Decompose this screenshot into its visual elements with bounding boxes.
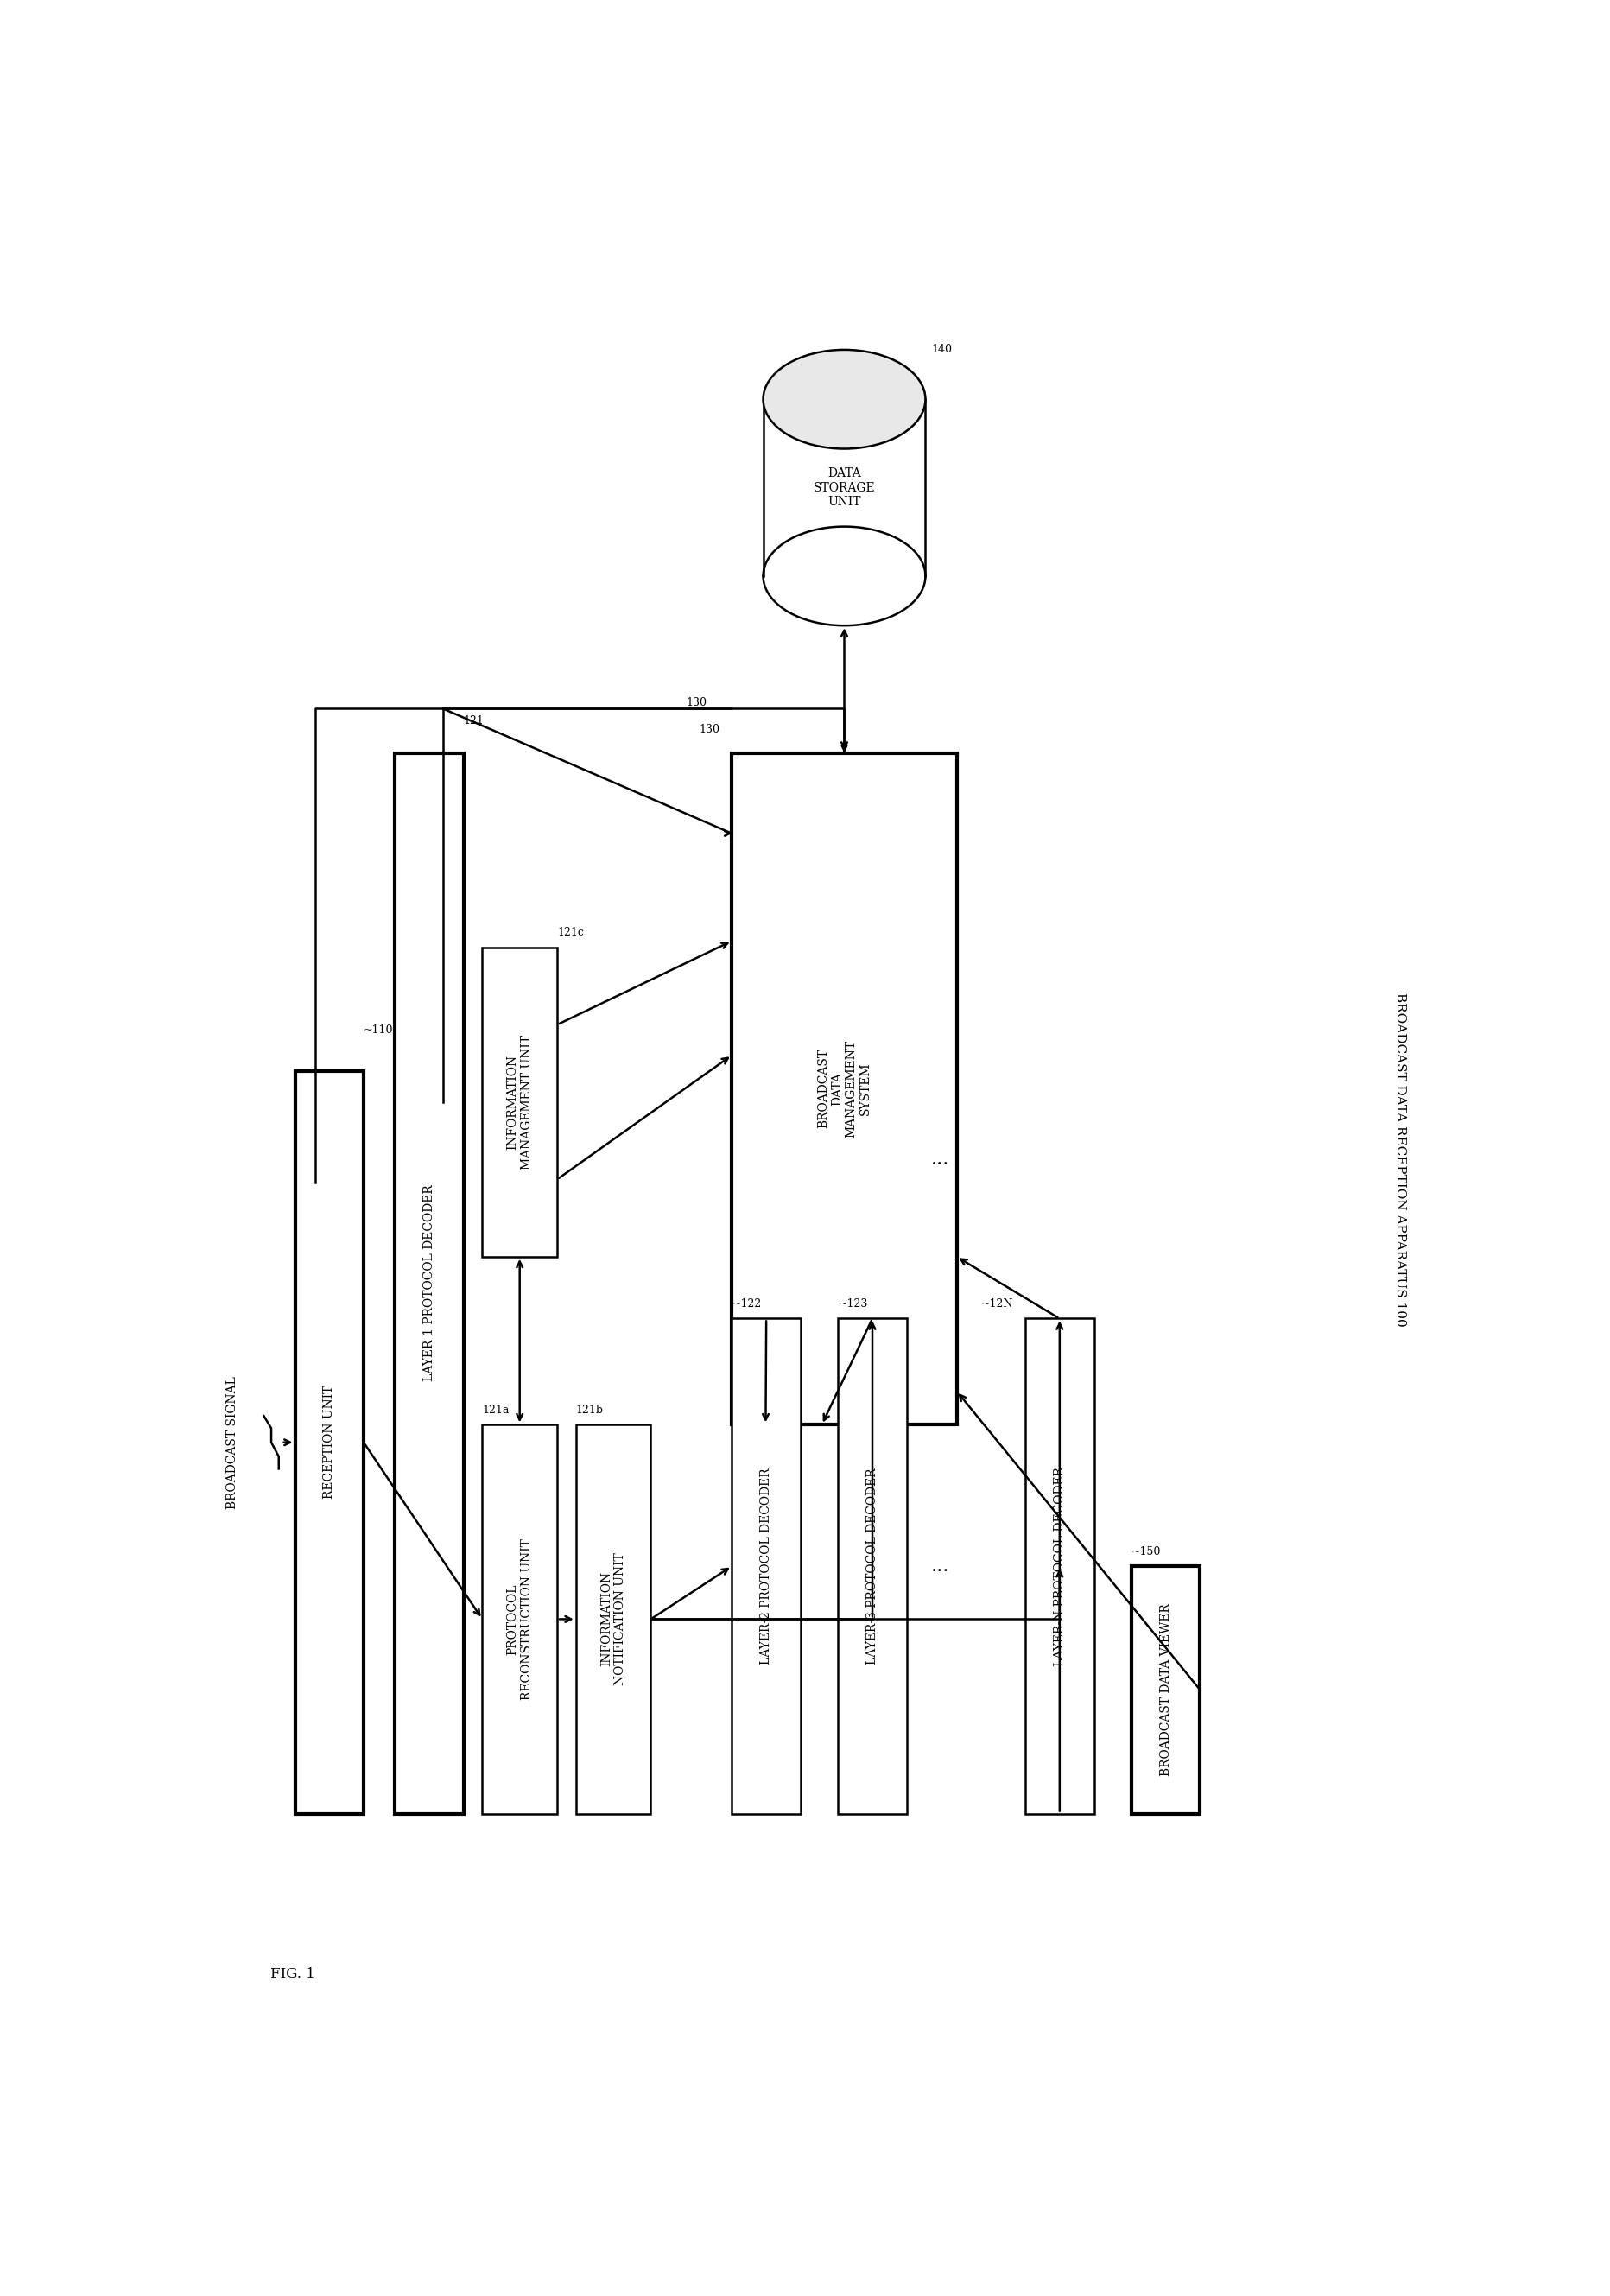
Text: ~110: ~110 <box>364 1024 393 1035</box>
Bar <box>1024 1318 1093 1814</box>
Bar <box>837 1318 906 1814</box>
Text: INFORMATION
MANAGEMENT UNIT: INFORMATION MANAGEMENT UNIT <box>507 1035 533 1169</box>
Bar <box>575 1424 650 1814</box>
Bar <box>731 1318 800 1814</box>
Text: ...: ... <box>931 1150 950 1169</box>
Text: ~122: ~122 <box>731 1300 762 1309</box>
Bar <box>394 753 464 1814</box>
Text: FIG. 1: FIG. 1 <box>270 1968 314 1981</box>
Text: 121c: 121c <box>557 928 583 939</box>
Ellipse shape <box>763 349 926 448</box>
Text: LAYER-3 PROTOCOL DECODER: LAYER-3 PROTOCOL DECODER <box>866 1467 877 1665</box>
Text: BROADCAST DATA RECEPTION APPARATUS 100: BROADCAST DATA RECEPTION APPARATUS 100 <box>1393 992 1406 1327</box>
Text: 140: 140 <box>931 344 952 356</box>
Text: BROADCAST
DATA
MANAGEMENT
SYSTEM: BROADCAST DATA MANAGEMENT SYSTEM <box>816 1040 871 1137</box>
Text: PROTOCOL
RECONSTRUCTION UNIT: PROTOCOL RECONSTRUCTION UNIT <box>507 1538 533 1699</box>
Text: BROADCAST DATA VIEWER: BROADCAST DATA VIEWER <box>1159 1603 1170 1777</box>
Bar <box>295 1070 364 1814</box>
Bar <box>481 948 557 1256</box>
Text: 121a: 121a <box>481 1405 509 1417</box>
Bar <box>481 1424 557 1814</box>
Text: ~150: ~150 <box>1130 1545 1161 1557</box>
Text: LAYER-1 PROTOCOL DECODER: LAYER-1 PROTOCOL DECODER <box>423 1185 435 1382</box>
Text: 121b: 121b <box>575 1405 604 1417</box>
Text: ~123: ~123 <box>837 1300 868 1309</box>
Text: ...: ... <box>931 1557 950 1575</box>
Text: 130: 130 <box>686 698 707 709</box>
Text: DATA
STORAGE
UNIT: DATA STORAGE UNIT <box>813 468 874 507</box>
Text: ~12N: ~12N <box>980 1300 1013 1309</box>
Bar <box>731 753 956 1424</box>
Text: BROADCAST SIGNAL: BROADCAST SIGNAL <box>227 1375 238 1508</box>
Text: RECEPTION UNIT: RECEPTION UNIT <box>324 1384 335 1499</box>
Text: LAYER-2 PROTOCOL DECODER: LAYER-2 PROTOCOL DECODER <box>760 1467 771 1665</box>
Text: INFORMATION
NOTIFICATION UNIT: INFORMATION NOTIFICATION UNIT <box>601 1552 626 1685</box>
Bar <box>1130 1566 1199 1814</box>
Text: LAYER-N PROTOCOL DECODER: LAYER-N PROTOCOL DECODER <box>1053 1467 1066 1667</box>
Text: 130: 130 <box>699 723 720 735</box>
Text: 121: 121 <box>464 714 485 726</box>
